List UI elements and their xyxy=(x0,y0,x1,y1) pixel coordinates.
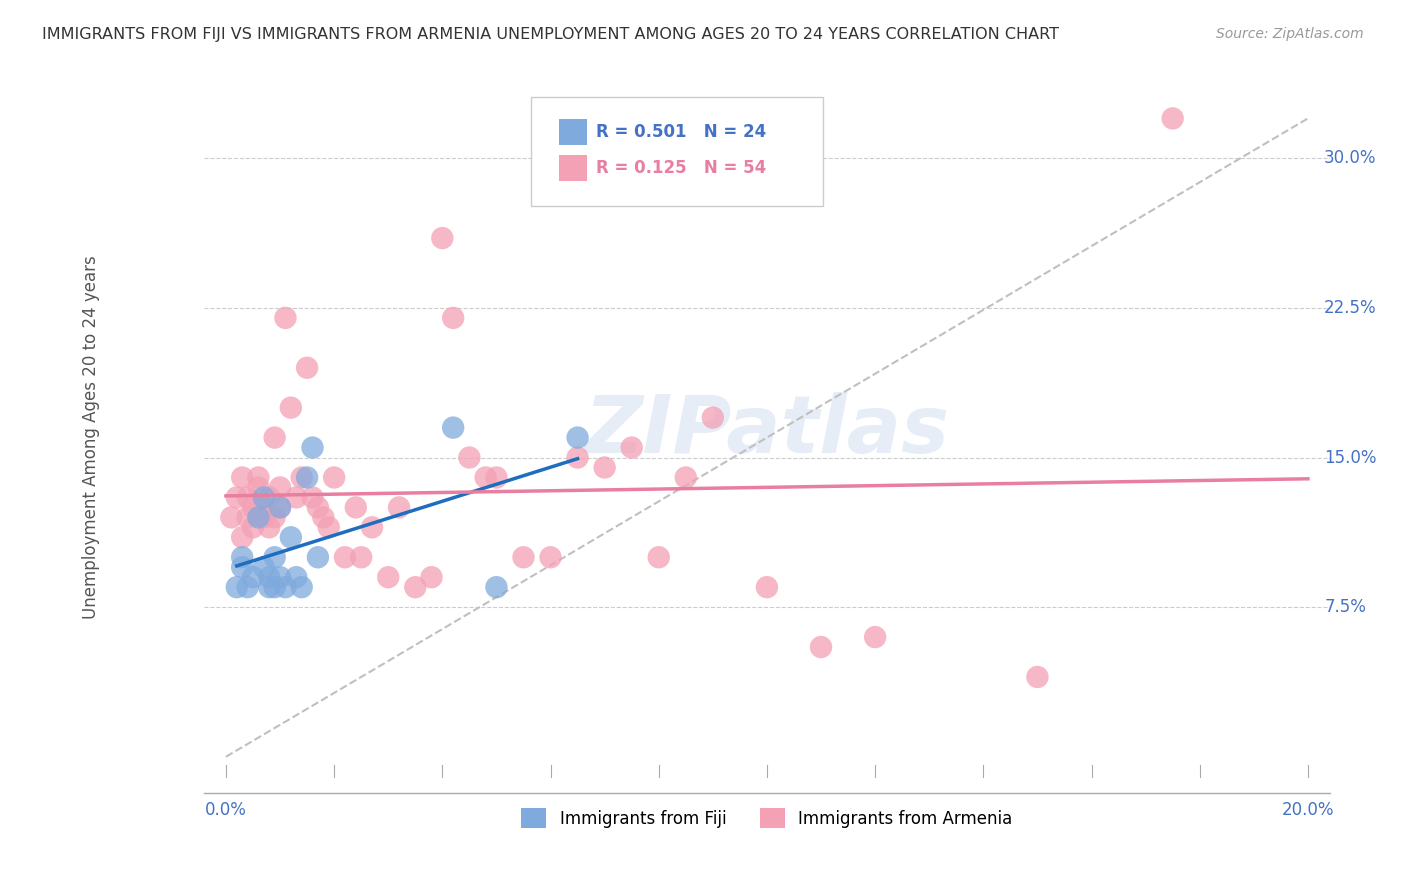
Point xyxy=(263,431,285,445)
Text: 15.0%: 15.0% xyxy=(1324,449,1376,467)
Point xyxy=(236,510,259,524)
Point xyxy=(1161,112,1184,126)
Point xyxy=(280,401,302,415)
Point xyxy=(485,580,508,594)
Point xyxy=(253,510,276,524)
Point xyxy=(280,530,302,544)
FancyBboxPatch shape xyxy=(558,120,586,145)
Point xyxy=(269,480,291,494)
Point xyxy=(301,441,323,455)
Point xyxy=(323,470,346,484)
Point xyxy=(474,470,496,484)
Point xyxy=(257,580,280,594)
Point xyxy=(225,580,247,594)
Text: IMMIGRANTS FROM FIJI VS IMMIGRANTS FROM ARMENIA UNEMPLOYMENT AMONG AGES 20 TO 24: IMMIGRANTS FROM FIJI VS IMMIGRANTS FROM … xyxy=(42,27,1059,42)
Text: 7.5%: 7.5% xyxy=(1324,599,1367,616)
Point xyxy=(567,450,589,465)
Text: 20.0%: 20.0% xyxy=(1282,801,1334,819)
Point xyxy=(231,550,253,565)
Point xyxy=(291,470,314,484)
Text: 30.0%: 30.0% xyxy=(1324,149,1376,168)
Point xyxy=(269,570,291,584)
Point xyxy=(242,570,264,584)
Text: Unemployment Among Ages 20 to 24 years: Unemployment Among Ages 20 to 24 years xyxy=(82,256,100,619)
Text: 0.0%: 0.0% xyxy=(205,801,247,819)
Point xyxy=(225,491,247,505)
Point xyxy=(231,530,253,544)
Point xyxy=(333,550,356,565)
Point xyxy=(253,560,276,574)
Point xyxy=(593,460,616,475)
Point xyxy=(388,500,411,515)
Point xyxy=(420,570,443,584)
Point xyxy=(404,580,426,594)
Point xyxy=(274,580,297,594)
Point xyxy=(269,500,291,515)
Point xyxy=(253,491,276,505)
Point xyxy=(301,491,323,505)
Point xyxy=(247,510,270,524)
Point xyxy=(285,570,308,584)
Point xyxy=(242,520,264,534)
Point xyxy=(361,520,384,534)
FancyBboxPatch shape xyxy=(530,97,823,206)
Point xyxy=(1026,670,1049,684)
Text: R = 0.501   N = 24: R = 0.501 N = 24 xyxy=(596,123,766,141)
Point xyxy=(441,420,464,434)
Point xyxy=(675,470,697,484)
Point xyxy=(307,500,329,515)
Point xyxy=(458,450,481,465)
Text: ZIPatlas: ZIPatlas xyxy=(585,392,949,469)
Point xyxy=(702,410,724,425)
Point xyxy=(231,560,253,574)
Text: Source: ZipAtlas.com: Source: ZipAtlas.com xyxy=(1216,27,1364,41)
Point xyxy=(344,500,367,515)
Text: 22.5%: 22.5% xyxy=(1324,299,1376,317)
Point xyxy=(263,510,285,524)
Point xyxy=(257,570,280,584)
Point xyxy=(263,580,285,594)
Point xyxy=(432,231,454,245)
Point xyxy=(307,550,329,565)
Point xyxy=(648,550,671,565)
Point xyxy=(231,470,253,484)
Point xyxy=(257,520,280,534)
Text: R = 0.125   N = 54: R = 0.125 N = 54 xyxy=(596,160,766,178)
Point xyxy=(620,441,643,455)
Point xyxy=(567,431,589,445)
Point xyxy=(377,570,399,584)
Point xyxy=(236,491,259,505)
Point xyxy=(312,510,335,524)
FancyBboxPatch shape xyxy=(558,155,586,181)
Point xyxy=(318,520,340,534)
Point xyxy=(755,580,778,594)
Point xyxy=(291,580,314,594)
Point xyxy=(441,310,464,325)
Point xyxy=(242,500,264,515)
Point xyxy=(257,491,280,505)
Point xyxy=(269,500,291,515)
Point xyxy=(540,550,562,565)
Point xyxy=(485,470,508,484)
Point xyxy=(274,310,297,325)
Point xyxy=(253,500,276,515)
Point xyxy=(350,550,373,565)
Point xyxy=(285,491,308,505)
Point xyxy=(221,510,243,524)
Point xyxy=(236,580,259,594)
Legend: Immigrants from Fiji, Immigrants from Armenia: Immigrants from Fiji, Immigrants from Ar… xyxy=(515,801,1019,835)
Point xyxy=(810,640,832,654)
Point xyxy=(247,480,270,494)
Point xyxy=(247,470,270,484)
Point xyxy=(263,550,285,565)
Point xyxy=(863,630,886,644)
Point xyxy=(295,470,318,484)
Point xyxy=(295,360,318,375)
Point xyxy=(512,550,534,565)
